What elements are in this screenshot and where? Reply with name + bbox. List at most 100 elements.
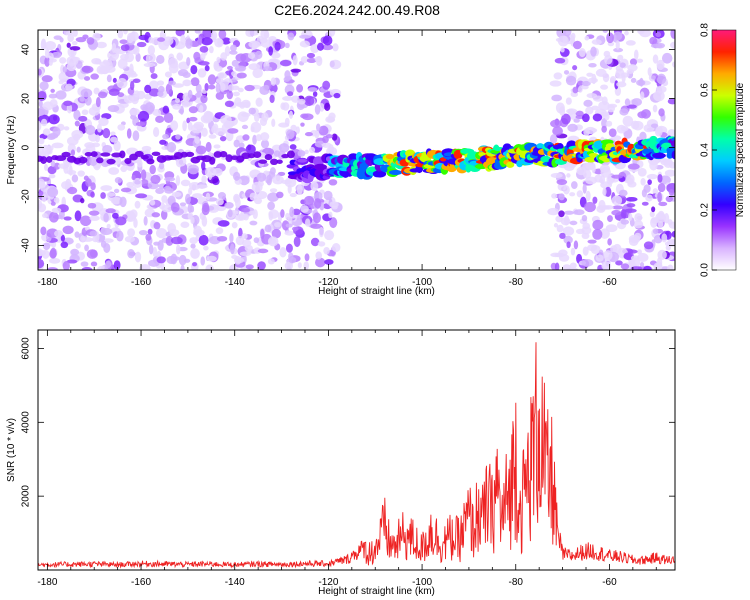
heatmap-cell [329,217,338,229]
heatmap-cell [106,74,112,83]
heatmap-cell [149,80,159,91]
heatmap-cell [578,48,586,58]
heatmap-cell [40,226,47,236]
heatmap-cell [563,235,573,244]
heatmap-cell [626,203,636,208]
heatmap-cell [328,211,333,219]
heatmap-cell [250,126,255,133]
heatmap-cell [587,244,598,252]
heatmap-cell [124,157,132,165]
heatmap-cell [634,212,643,223]
heatmap-cell [217,38,223,47]
heatmap-cell [576,166,587,176]
heatmap-cell [640,178,646,186]
heatmap-cell [257,261,266,270]
heatmap-cell [183,258,191,263]
heatmap-cell [66,42,71,48]
heatmap-cell [582,246,589,256]
heatmap-cell [241,207,251,213]
heatmap-cell [50,88,55,93]
signal-cell [540,155,552,163]
plot-frame-bottom [37,329,676,571]
heatmap-cell [647,179,652,185]
heatmap-cell [639,77,644,87]
heatmap-cell [256,172,267,182]
heatmap-cell [324,259,334,265]
heatmap-cell [299,40,311,48]
heatmap-cell [566,267,579,270]
heatmap-cell [215,227,224,235]
heatmap-cell [163,185,172,192]
colorbar-tick-label: 0.0 [700,263,711,277]
heatmap-cell [601,118,608,129]
heatmap-cell [88,106,100,116]
heatmap-cell [155,115,165,123]
heatmap-cell [322,35,333,46]
x-axis-bottom: -180 -160 -140 -120 -100 -80 -60 [37,330,657,588]
heatmap-cell [551,94,563,102]
heatmap-cell [53,162,61,170]
heatmap-cell [49,99,58,108]
heatmap-cell [331,205,338,210]
chart-title: C2E6.2024.242.00.49.R08 [274,2,440,18]
heatmap-cell [636,58,644,63]
heatmap-cell [551,193,558,199]
heatmap-cell [270,77,277,86]
heatmap-cell [247,144,252,151]
heatmap-cell [291,208,301,216]
heatmap-cell [113,48,121,54]
heatmap-cell [116,78,128,89]
heatmap-cell [314,129,320,139]
colorbar-tick-label: 0.8 [700,23,711,37]
heatmap-cell [71,129,84,139]
heatmap-cell [306,57,317,64]
colorbar-tick-label: 0.2 [700,203,711,217]
heatmap-cell [155,187,165,195]
colorbar-ticks: 0.0 0.2 0.4 0.6 0.8 [700,23,717,277]
heatmap-cell [587,239,597,244]
heatmap-cell [592,95,604,102]
heatmap-cell [245,264,254,270]
heatmap-cell [607,238,612,246]
heatmap-cell [119,39,128,45]
heatmap-cell [604,186,612,197]
plot-frame-top [37,29,676,271]
y-tick-label: 40 [21,44,32,56]
heatmap-cell [166,142,177,153]
snr-panel: -180 -160 -140 -120 -100 -80 -60 200040006000 … [6,329,676,597]
heatmap-cell [267,192,279,202]
heatmap-cell [90,73,99,80]
heatmap-cell [326,146,338,156]
heatmap-cell [201,215,208,227]
heatmap-cell [226,90,234,100]
heatmap-cell [280,179,293,185]
heatmap-cell [284,230,295,236]
heatmap-cell [129,63,134,75]
heatmap-cell [549,80,562,87]
heatmap-cell [131,174,136,181]
heatmap-cell [585,162,596,170]
heatmap-cell [120,165,128,173]
heatmap-cell [303,195,315,206]
heatmap-cell [610,245,618,254]
heatmap-cell [653,90,665,102]
heatmap-cell [670,41,675,49]
heatmap-cell [650,43,663,49]
heatmap-cell [260,139,270,149]
heatmap-cell [652,228,659,235]
heatmap-cell [314,198,322,209]
heatmap-cell [215,198,224,206]
heatmap-cell [105,208,116,214]
heatmap-cell [656,59,665,71]
heatmap-cell [157,37,166,42]
heatmap-cell [120,44,130,52]
heatmap-cell [61,181,71,190]
heatmap-cell [74,120,80,127]
heatmap-cell [620,72,630,78]
heatmap-cell [48,173,56,179]
heatmap-cell [164,176,176,182]
heatmap-cell [80,197,85,204]
heatmap-cell [203,245,209,251]
heatmap-cell [208,134,217,139]
heatmap-cell [566,241,571,249]
